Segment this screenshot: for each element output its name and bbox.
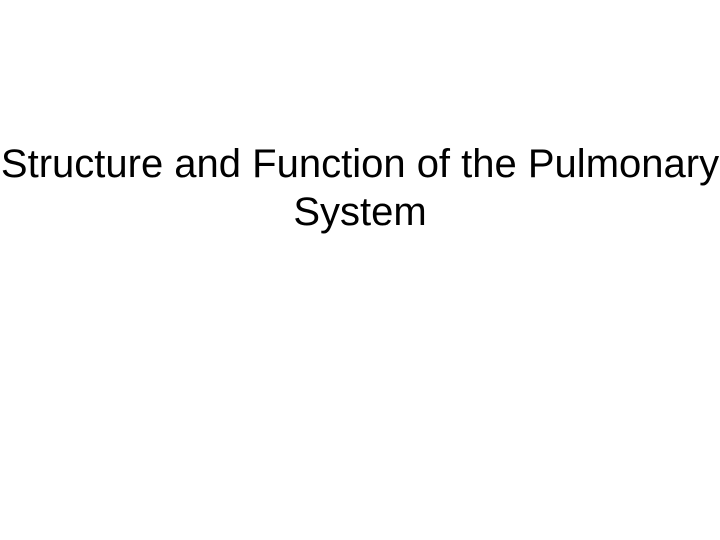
slide-title: Structure and Function of the Pulmonary …: [0, 140, 720, 236]
slide-container: Structure and Function of the Pulmonary …: [0, 0, 720, 540]
